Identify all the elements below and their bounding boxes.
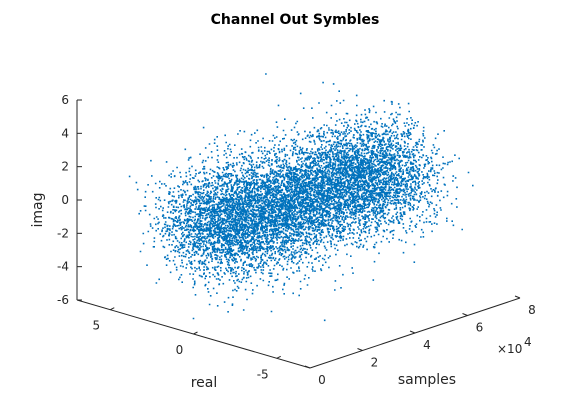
samples-tick-mark — [357, 348, 363, 351]
chart-title: Channel Out Symbles — [211, 12, 380, 28]
samples-tick-label: 8 — [528, 303, 536, 317]
real-axis-label: real — [191, 375, 218, 391]
samples-tick-label: 2 — [371, 356, 379, 370]
real-tick-mark — [110, 307, 115, 311]
imag-tick-label: 2 — [61, 160, 69, 174]
samples-axis-label: samples — [398, 372, 456, 388]
exponent-power: 4 — [524, 335, 532, 349]
samples-tick-label: 6 — [476, 321, 484, 335]
imag-axis-label: imag — [30, 193, 46, 228]
samples-tick-label: 0 — [318, 373, 326, 387]
samples-tick-label: 4 — [423, 338, 431, 352]
samples-tick-mark — [409, 330, 416, 334]
samples-axis-exponent: ×10 4 — [497, 335, 532, 356]
samples-tick-mark — [514, 295, 521, 299]
imag-tick-label: 6 — [61, 93, 69, 107]
real-tick-mark — [276, 355, 281, 359]
imag-tick-label: -2 — [57, 226, 69, 240]
real-tick-label: 0 — [176, 343, 184, 357]
samples-tick-mark — [462, 313, 468, 316]
real-tick-label: -5 — [257, 367, 269, 381]
imag-tick-label: 0 — [61, 193, 69, 207]
scatter-points — [128, 73, 474, 322]
scatter-point-cloud — [128, 73, 474, 322]
real-tick-mark — [193, 331, 198, 335]
real-tick-label: 5 — [92, 319, 100, 333]
imag-tick-label: -6 — [57, 293, 69, 307]
imag-tick-label: -4 — [57, 260, 69, 274]
exponent-base: ×10 — [497, 342, 522, 356]
axis-ticks: 6 4 2 0 -2 -4 -6 5 0 -5 0 2 4 6 8 — [57, 93, 536, 387]
samples-tick-mark — [304, 365, 311, 369]
imag-tick-label: 4 — [61, 126, 69, 140]
